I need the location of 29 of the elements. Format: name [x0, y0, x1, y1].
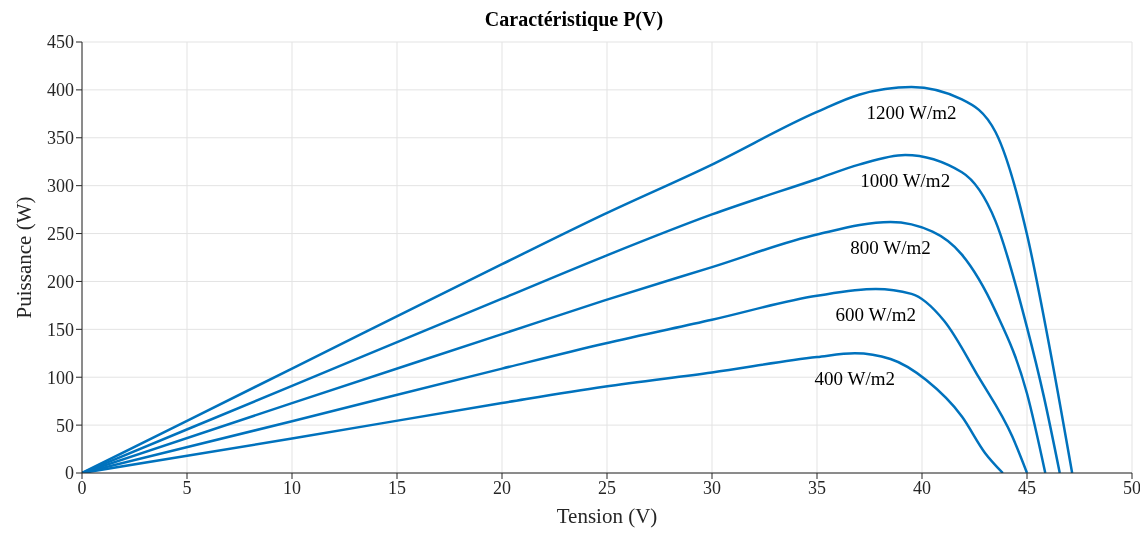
y-tick-label: 450	[47, 32, 74, 53]
y-axis-title: Puissance (W)	[12, 196, 37, 319]
x-tick-label: 10	[283, 477, 301, 498]
y-tick-label: 50	[56, 415, 74, 436]
series-label: 600 W/m2	[835, 303, 916, 325]
x-tick-label: 40	[913, 477, 931, 498]
x-tick-label: 35	[808, 477, 826, 498]
y-tick-label: 0	[65, 463, 74, 484]
x-tick-label: 25	[598, 477, 616, 498]
series-label: 800 W/m2	[850, 236, 931, 258]
x-tick-label: 50	[1123, 477, 1141, 498]
y-tick-label: 200	[47, 271, 74, 292]
series-label: 400 W/m2	[814, 367, 895, 389]
series-label: 1200 W/m2	[866, 101, 957, 123]
x-tick-label: 15	[388, 477, 406, 498]
series-label: 1000 W/m2	[860, 169, 951, 191]
y-tick-label: 100	[47, 367, 74, 388]
y-tick-label: 150	[47, 319, 74, 340]
x-tick-label: 20	[493, 477, 511, 498]
x-tick-label: 5	[182, 477, 192, 498]
x-tick-label: 30	[703, 477, 721, 498]
chart-title: Caractéristique P(V)	[483, 8, 665, 33]
y-tick-label: 400	[47, 80, 74, 101]
y-tick-label: 300	[47, 176, 74, 197]
y-tick-label: 250	[47, 223, 74, 244]
x-axis-title: Tension (V)	[556, 504, 658, 528]
y-tick-label: 350	[47, 128, 74, 149]
x-tick-label: 45	[1018, 477, 1036, 498]
x-tick-label: 0	[77, 477, 87, 498]
